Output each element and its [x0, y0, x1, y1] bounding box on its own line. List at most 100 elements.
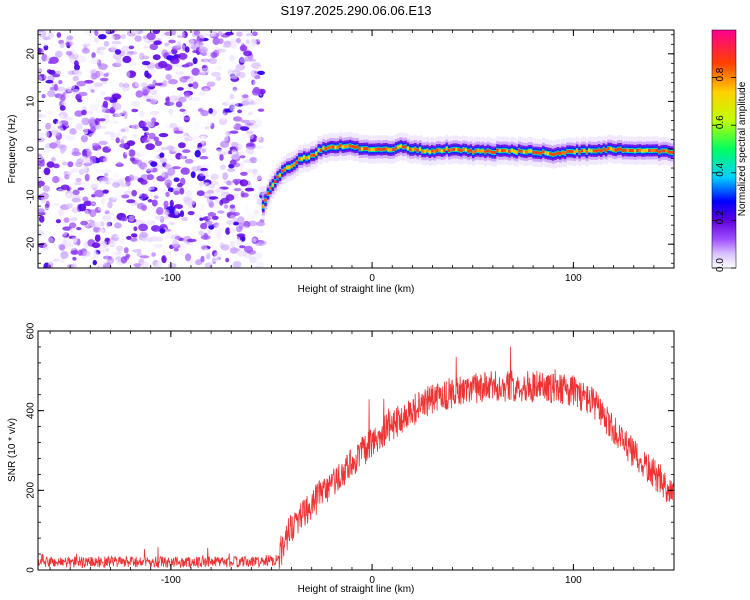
heatmap-ridge-peak — [457, 148, 461, 152]
heatmap-noise-cell — [175, 30, 185, 37]
heatmap-noise-cell — [87, 265, 93, 268]
heatmap-noise-cell — [70, 143, 79, 148]
heatmap-noise-cell — [193, 75, 201, 82]
heatmap-ridge-peak — [428, 150, 432, 154]
heatmap-noise-cell — [38, 30, 43, 33]
snr-plot-area — [38, 331, 674, 570]
heatmap-noise-cell — [132, 133, 139, 138]
heatmap-noise-cell — [212, 206, 217, 214]
heatmap-ridge-peak — [658, 150, 661, 154]
heatmap-noise-cell — [230, 151, 240, 160]
heatmap-noise-cell — [142, 86, 151, 95]
heatmap-noise-cell — [244, 204, 250, 212]
heatmap-ridge-peak — [597, 148, 601, 152]
heatmap-noise-cell — [70, 168, 80, 174]
heatmap-noise-cell — [255, 252, 262, 260]
heatmap-ridge-peak — [339, 144, 343, 147]
heatmap-noise-cell — [229, 228, 236, 234]
heatmap-noise-cell — [119, 239, 125, 245]
heatmap-ridge-peak — [438, 148, 442, 152]
heatmap-noise-cell — [134, 79, 140, 87]
heatmap-noise-cell — [181, 216, 189, 222]
heatmap-noise-cell — [139, 186, 149, 193]
heatmap-noise-cell — [111, 194, 117, 200]
heatmap-ridge-peak — [653, 148, 657, 152]
heatmap-noise-cell — [257, 108, 265, 112]
heatmap-noise-cell — [75, 161, 83, 167]
heatmap-noise-cell — [115, 191, 120, 196]
heatmap-noise-cell — [92, 260, 98, 266]
heatmap-noise-cell — [114, 49, 122, 55]
heatmap-noise-cell — [145, 150, 150, 154]
heatmap-noise-cell — [126, 70, 137, 78]
heatmap-noise-cell — [134, 197, 143, 202]
heatmap-noise-cell — [126, 214, 135, 220]
heatmap-noise-cell — [149, 43, 159, 51]
heatmap-noise-cell — [248, 111, 253, 116]
heatmap-noise-cell — [259, 141, 267, 148]
heatmap-noise-cell — [119, 74, 124, 79]
heatmap-noise-cell — [230, 123, 236, 127]
heatmap-noise-cell — [73, 237, 78, 246]
heatmap-noise-cell — [218, 224, 225, 232]
heatmap-noise-cell — [199, 173, 205, 177]
heatmap-noise-cell — [38, 111, 45, 119]
heatmap-noise-cell — [113, 132, 121, 138]
heatmap-noise-cell — [258, 136, 264, 143]
colorbar: 0.0 0.2 0.4 0.6 0.8 Normalized spectral ampl… — [711, 29, 748, 272]
heatmap-noise-cell — [207, 189, 215, 195]
heatmap-ridge-peak — [645, 148, 649, 152]
heatmap-noise-cell — [123, 151, 128, 159]
heatmap-noise-cell — [52, 202, 60, 207]
heatmap-ridge-peak — [269, 186, 273, 190]
heatmap-noise-cell — [215, 148, 225, 155]
heatmap-noise-cell — [47, 111, 54, 115]
heatmap-noise-cell — [103, 262, 112, 268]
heatmap-noise-cell — [102, 30, 113, 33]
heatmap-noise-cell — [235, 239, 243, 246]
heatmap-noise-cell — [156, 236, 163, 242]
heatmap-noise-cell — [179, 210, 185, 218]
heatmap-noise-cell — [73, 230, 83, 236]
heatmap-noise-cell — [229, 204, 236, 209]
heatmap-noise-cell — [112, 33, 121, 40]
heatmap-noise-cell — [70, 236, 78, 243]
heatmap-noise-cell — [71, 147, 80, 154]
heatmap-ridge-peak — [298, 157, 302, 161]
heatmap-noise-cell — [41, 94, 46, 99]
heatmap-noise-cell — [154, 242, 161, 248]
heatmap-noise-cell — [222, 151, 230, 155]
heatmap-noise-cell — [159, 157, 167, 164]
heatmap-noise-cell — [159, 228, 166, 234]
heatmap-ridge-peak — [346, 144, 350, 148]
heatmap-ridge-peak — [530, 149, 533, 153]
heatmap-noise-cell — [53, 118, 59, 125]
heatmap-noise-cell — [158, 133, 169, 138]
heatmap-noise-cell — [59, 120, 69, 126]
heatmap-ridge-peak — [544, 151, 548, 155]
heatmap-ridge-peak — [472, 150, 475, 154]
heatmap-noise-cell — [158, 60, 168, 69]
heatmap-noise-cell — [231, 76, 238, 80]
heatmap-noise-cell — [65, 190, 73, 198]
heatmap-noise-cell — [60, 251, 69, 259]
heatmap-noise-cell — [107, 141, 112, 150]
heatmap-noise-cell — [179, 187, 185, 195]
heatmap-noise-cell — [145, 143, 155, 151]
heatmap-noise-cell — [226, 220, 235, 225]
heatmap-ridge-peak — [433, 150, 437, 154]
heatmap-noise-cell — [45, 200, 50, 209]
heatmap-noise-cell — [96, 101, 103, 106]
heatmap-noise-cell — [219, 113, 230, 119]
heatmap-noise-cell — [74, 60, 79, 67]
heatmap-noise-cell — [81, 180, 90, 188]
heatmap-noise-cell — [173, 190, 180, 196]
heatmap-noise-cell — [146, 213, 155, 219]
heatmap-ridge-peak — [641, 149, 645, 153]
heatmap-noise-cell — [66, 168, 72, 175]
heatmap-noise-cell — [156, 207, 164, 215]
heatmap-noise-cell — [181, 149, 191, 154]
heatmap-noise-cell — [200, 58, 211, 63]
heatmap-ridge-peak — [488, 150, 492, 154]
heatmap-noise-cell — [199, 156, 209, 160]
